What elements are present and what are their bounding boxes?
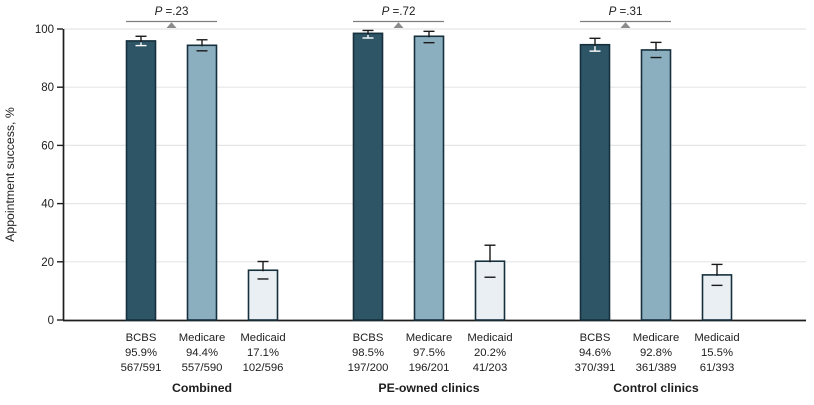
bar-fraction-label: 557/590 [182,362,223,374]
bar-payer-label: Medicaid [240,332,285,344]
bar-pct-label: 94.6% [579,347,611,359]
bar-payer-label: Medicare [406,332,452,344]
bar-pct-label: 20.2% [474,347,506,359]
p-number: =.31 [616,5,642,18]
bar-fraction-label: 361/389 [636,362,677,374]
y-axis-title: Appointment success, % [3,107,17,242]
p-number: =.72 [389,5,415,18]
y-tick-label: 60 [41,140,54,152]
y-tick-label: 80 [41,82,54,94]
bar-pct-label: 94.4% [186,347,218,359]
bar-payer-label: BCBS [353,332,384,344]
p-symbol: P [609,5,617,18]
bar-pct-label: 97.5% [413,347,445,359]
p-value-label: P =.23 [155,5,189,18]
bar-pct-label: 17.1% [247,347,279,359]
p-bracket-pointer-icon [620,22,631,28]
bar-payer-label: Medicaid [467,332,512,344]
error-bar [650,41,662,59]
y-tick-label: 20 [41,257,54,269]
y-tick-label: 0 [48,315,54,327]
bar-pct-label: 98.5% [352,347,384,359]
y-tick-label: 40 [41,199,54,211]
bar-medicaid [247,269,279,321]
bar-fraction-label: 567/591 [121,362,162,374]
bar-medicare [413,35,445,321]
p-value-label: P =.72 [382,5,416,18]
error-bar [362,29,374,39]
bar-bcbs [579,43,611,321]
y-tick-label: 100 [35,24,54,36]
error-bar [196,39,208,52]
bar-payer-label: BCBS [580,332,611,344]
bar-fraction-label: 102/596 [243,362,284,374]
bar-medicare [186,44,218,321]
bar-fraction-label: 61/393 [700,362,735,374]
error-bar [484,244,496,278]
bar-medicaid [474,260,506,321]
p-bracket-pointer-icon [166,22,177,28]
bar-fraction-label: 41/203 [473,362,508,374]
bar-payer-label: Medicaid [694,332,739,344]
bar-bcbs [352,32,384,321]
error-bar [589,37,601,52]
p-symbol: P [155,5,163,18]
bar-pct-label: 15.5% [701,347,733,359]
group-label: Combined [172,381,232,395]
p-value-label: P =.31 [609,5,643,18]
group-label: PE-owned clinics [378,381,479,395]
bar-fraction-label: 197/200 [348,362,389,374]
bar-payer-label: Medicare [179,332,225,344]
bar-pct-label: 95.9% [125,347,157,359]
group-label: Control clinics [613,381,699,395]
p-number: =.23 [162,5,188,18]
error-bar [257,260,269,280]
p-bracket-pointer-icon [393,22,404,28]
bar-fraction-label: 370/391 [575,362,616,374]
bar-payer-label: Medicare [633,332,679,344]
bar-fraction-label: 196/201 [409,362,450,374]
error-bar [423,30,435,44]
p-symbol: P [382,5,390,18]
bar-medicare [640,49,672,321]
error-bar [711,263,723,287]
bar-payer-label: BCBS [126,332,157,344]
error-bar [135,35,147,47]
bar-medicaid [701,274,733,321]
bar-bcbs [125,40,157,321]
bar-pct-label: 92.8% [640,347,672,359]
